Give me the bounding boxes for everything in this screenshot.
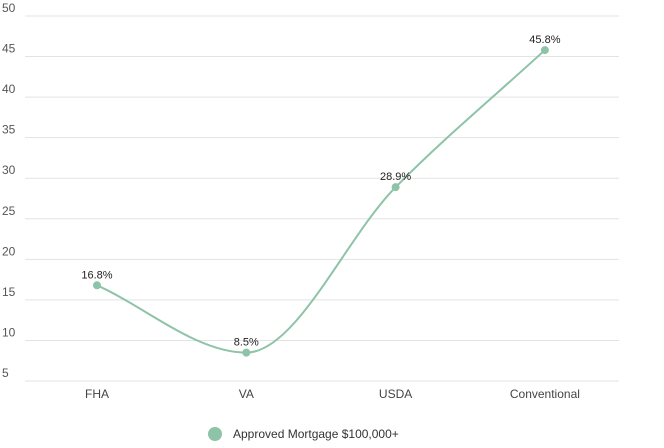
grid-lines (25, 15, 619, 382)
x-axis-ticks: FHA VA USDA Conventional (85, 387, 580, 401)
y-tick-label: 5 (2, 366, 9, 380)
y-tick-label: 40 (2, 82, 16, 96)
legend-label: Approved Mortgage $100,000+ (233, 427, 399, 441)
y-tick-label: 30 (2, 163, 16, 177)
x-tick-label: Conventional (510, 387, 580, 401)
y-tick-label: 45 (2, 42, 16, 56)
legend[interactable]: Approved Mortgage $100,000+ (208, 427, 399, 441)
data-label: 8.5% (234, 337, 259, 349)
data-point (242, 348, 251, 357)
y-tick-label: 15 (2, 285, 16, 299)
data-point (540, 46, 549, 55)
data-label: 28.9% (380, 171, 411, 183)
data-points (93, 46, 549, 357)
x-tick-label: USDA (379, 387, 412, 401)
legend-swatch (208, 427, 222, 441)
data-point (391, 183, 400, 192)
data-label: 16.8% (81, 269, 112, 281)
data-label: 45.8% (529, 34, 560, 46)
y-tick-label: 20 (2, 244, 16, 258)
x-tick-label: VA (239, 387, 254, 401)
y-tick-label: 25 (2, 204, 16, 218)
data-labels: 16.8% 8.5% 28.9% 45.8% (81, 34, 560, 349)
y-tick-label: 35 (2, 123, 16, 137)
y-tick-label: 10 (2, 325, 16, 339)
x-tick-label: FHA (85, 387, 109, 401)
y-axis-ticks: 5 10 15 20 25 30 35 40 45 50 (2, 1, 16, 380)
y-tick-label: 50 (2, 1, 16, 15)
data-point (93, 281, 101, 290)
series-line (96, 49, 546, 354)
